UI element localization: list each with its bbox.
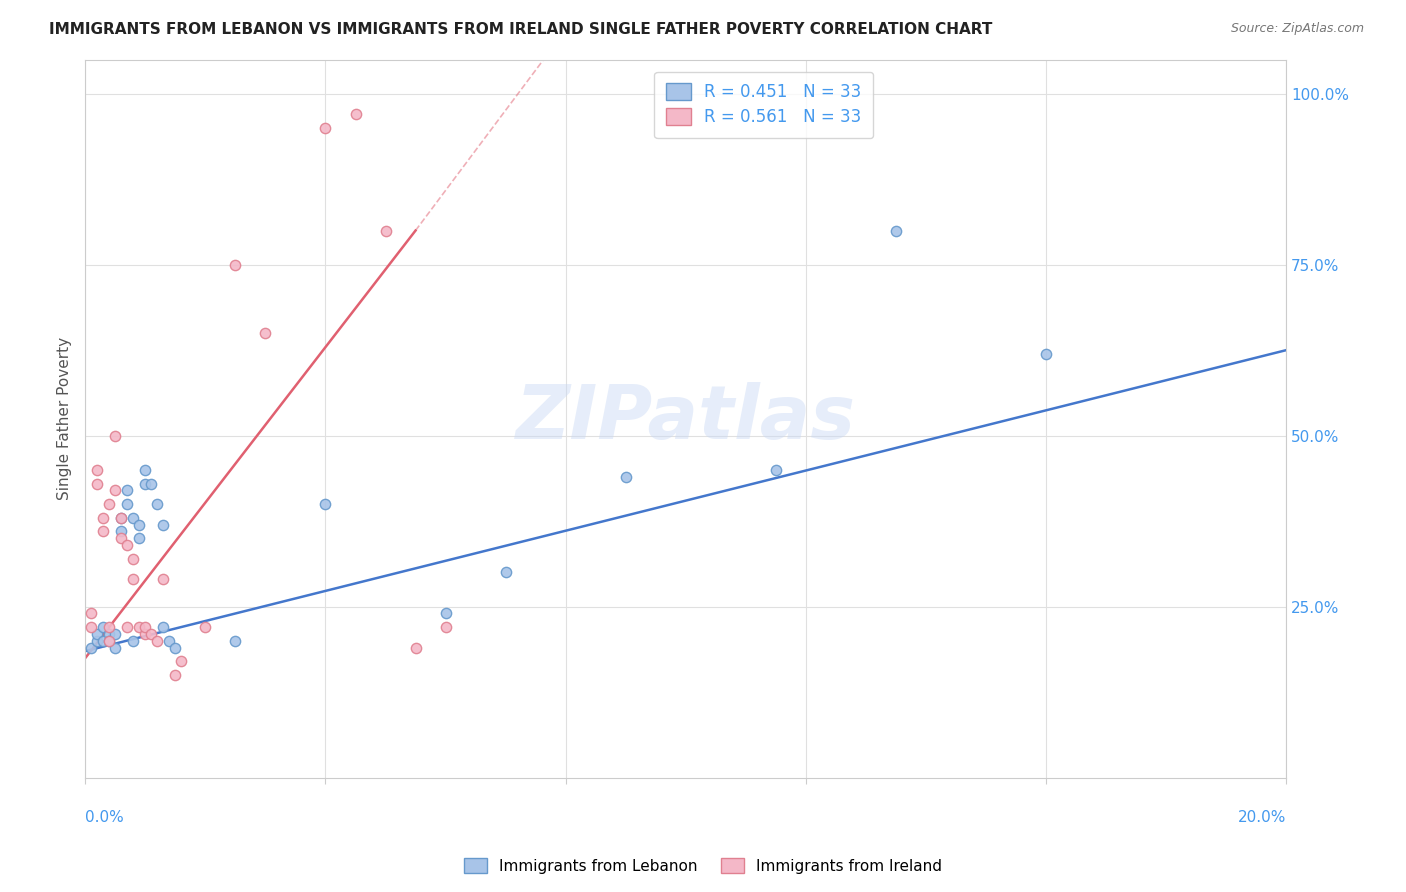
Point [134, 627, 156, 641]
Point [614, 469, 637, 483]
Point [152, 572, 174, 586]
Point [884, 223, 907, 237]
Point [315, 497, 337, 511]
Point [122, 633, 145, 648]
Point [254, 326, 277, 340]
Point [434, 620, 457, 634]
Point [165, 668, 187, 682]
Point [117, 497, 139, 511]
Point [104, 627, 127, 641]
Legend: R = 0.451   N = 33, R = 0.561   N = 33: R = 0.451 N = 33, R = 0.561 N = 33 [654, 71, 873, 138]
Point [146, 497, 169, 511]
Point [98, 633, 121, 648]
Point [128, 620, 150, 634]
Point [86, 476, 108, 491]
Point [315, 120, 337, 135]
Point [93, 620, 115, 634]
Point [134, 463, 156, 477]
Point [98, 633, 121, 648]
Point [110, 531, 132, 545]
Point [86, 633, 108, 648]
Text: 20.0%: 20.0% [1237, 810, 1286, 825]
Point [134, 476, 156, 491]
Point [80, 607, 103, 621]
Point [122, 572, 145, 586]
Point [122, 551, 145, 566]
Point [344, 107, 367, 121]
Point [93, 524, 115, 539]
Point [495, 566, 517, 580]
Text: IMMIGRANTS FROM LEBANON VS IMMIGRANTS FROM IRELAND SINGLE FATHER POVERTY CORRELA: IMMIGRANTS FROM LEBANON VS IMMIGRANTS FR… [49, 22, 993, 37]
Point [98, 620, 121, 634]
Point [98, 627, 121, 641]
Point [104, 428, 127, 442]
Point [765, 463, 787, 477]
Point [157, 633, 180, 648]
Point [117, 538, 139, 552]
Point [146, 633, 169, 648]
Point [374, 223, 396, 237]
Point [86, 463, 108, 477]
Point [128, 531, 150, 545]
Point [122, 510, 145, 524]
Point [104, 483, 127, 498]
Point [110, 510, 132, 524]
Point [141, 627, 163, 641]
Point [117, 483, 139, 498]
Point [86, 627, 108, 641]
Point [141, 476, 163, 491]
Point [224, 258, 246, 272]
Point [405, 640, 427, 655]
Point [170, 654, 193, 668]
Point [98, 497, 121, 511]
Point [165, 640, 187, 655]
Point [80, 640, 103, 655]
Y-axis label: Single Father Poverty: Single Father Poverty [58, 337, 72, 500]
Point [110, 524, 132, 539]
Point [224, 633, 246, 648]
Text: 0.0%: 0.0% [86, 810, 124, 825]
Point [128, 517, 150, 532]
Text: Source: ZipAtlas.com: Source: ZipAtlas.com [1230, 22, 1364, 36]
Point [104, 640, 127, 655]
Point [1035, 346, 1057, 360]
Point [194, 620, 217, 634]
Point [152, 517, 174, 532]
Point [117, 620, 139, 634]
Text: ZIPatlas: ZIPatlas [516, 382, 856, 455]
Point [110, 510, 132, 524]
Point [134, 620, 156, 634]
Point [93, 510, 115, 524]
Point [80, 620, 103, 634]
Point [152, 620, 174, 634]
Point [93, 633, 115, 648]
Point [434, 607, 457, 621]
Legend: Immigrants from Lebanon, Immigrants from Ireland: Immigrants from Lebanon, Immigrants from… [458, 852, 948, 880]
